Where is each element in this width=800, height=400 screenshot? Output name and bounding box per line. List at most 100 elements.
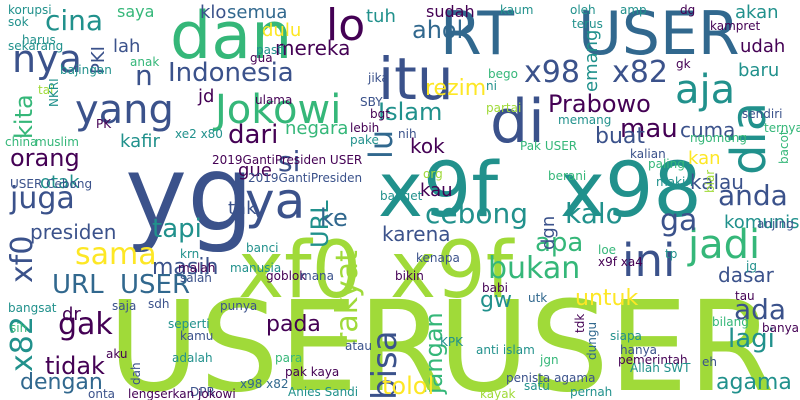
word: tau (735, 289, 755, 303)
word: saja (112, 299, 137, 313)
word: biar (703, 169, 717, 193)
word: punya (220, 299, 258, 313)
word: bilang (712, 315, 749, 329)
word: krn (180, 247, 200, 261)
word: jadi (688, 222, 761, 268)
word: mana (300, 269, 335, 283)
word: babi (482, 281, 508, 295)
word: bukan (488, 251, 581, 286)
word: mereka (275, 36, 351, 60)
word: baru (738, 60, 780, 81)
word: ada (734, 293, 787, 326)
word: kok (410, 134, 445, 158)
word: anti islam (476, 343, 535, 357)
word: cina (45, 4, 104, 37)
word: jika (368, 71, 389, 85)
word: bego (488, 67, 518, 81)
word: pasti (256, 43, 286, 57)
word: otak (40, 172, 80, 193)
word: ke (320, 204, 348, 232)
word: utk (528, 291, 548, 305)
word: eh (702, 355, 717, 369)
word: rezim (425, 76, 487, 101)
word: ulama (255, 93, 293, 107)
word: agama (716, 370, 792, 395)
word: satu (524, 379, 550, 393)
word: penista agama (506, 371, 596, 385)
word: di (490, 87, 545, 157)
word: x82 (612, 55, 668, 90)
word: kalau (690, 170, 744, 194)
word: aku (106, 347, 128, 361)
word: xf0 (238, 226, 362, 316)
word: x98 (560, 145, 702, 234)
word: bangsat (8, 301, 57, 315)
word: sama (75, 237, 157, 272)
word: ahok (412, 16, 471, 44)
word: bacot (777, 130, 791, 164)
word: ngomong (690, 131, 747, 145)
word: dg (680, 3, 696, 17)
word: kau (420, 180, 453, 201)
word: kafir (120, 131, 160, 152)
word: mau (620, 114, 678, 144)
word: manusia (230, 261, 282, 275)
word: tuh (366, 6, 396, 27)
word: pak kaya (285, 365, 340, 379)
word: china (5, 135, 38, 149)
word: banyak (762, 321, 800, 335)
word: nya (12, 37, 82, 81)
word: USER Cebong (10, 177, 93, 191)
word: USER (108, 275, 445, 400)
word: saya (117, 2, 155, 21)
word: adalah (172, 351, 213, 365)
word: org (423, 167, 443, 181)
word: malah (178, 261, 216, 275)
word: kayak (480, 387, 516, 400)
word: si (278, 145, 301, 178)
word: klo (200, 2, 227, 23)
word: Anies Sandi (288, 385, 359, 399)
word: bajingan (60, 63, 112, 77)
word: Prabowo (548, 90, 651, 118)
word: banget (380, 189, 423, 203)
word: para (275, 351, 303, 365)
word: tolol (382, 372, 435, 400)
word: oleh (570, 3, 596, 17)
word: USER (578, 0, 740, 69)
word: anak (130, 55, 160, 69)
word: sendiri (742, 107, 783, 121)
word: memang (558, 113, 612, 127)
word: kita (10, 94, 38, 139)
word: x9f (390, 226, 514, 316)
word: dengan (20, 370, 103, 395)
word: udah (740, 36, 786, 57)
word: muslim (35, 135, 79, 149)
word: ya (245, 172, 306, 230)
word: Pak USER (520, 139, 578, 153)
word: kalo (565, 197, 623, 230)
word: bgt (370, 107, 390, 121)
word: Jokowi (215, 87, 342, 133)
word: emang (581, 29, 602, 92)
word: dulu (262, 20, 302, 41)
word: USER (120, 270, 191, 300)
word: USER (438, 275, 775, 400)
word: kampret (710, 19, 761, 33)
word: lah (113, 36, 141, 57)
word: ga (660, 203, 698, 238)
word: x98 x82 (240, 377, 289, 391)
word: kan (688, 148, 721, 169)
word: anjing (757, 217, 794, 231)
word: presiden (30, 220, 117, 244)
word: terus (572, 17, 603, 31)
word: ini (622, 234, 676, 287)
word: dah (129, 362, 143, 385)
word: anda (718, 179, 788, 212)
word: URL (52, 270, 104, 300)
word: masih (152, 255, 219, 280)
word: apa (535, 228, 584, 258)
word: negara (285, 118, 349, 139)
word: sekarang (8, 39, 64, 53)
